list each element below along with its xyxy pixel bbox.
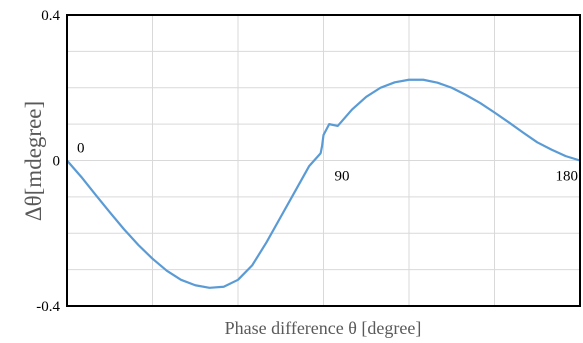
plot-frame xyxy=(66,14,581,307)
series-line xyxy=(66,78,581,289)
x-axis-title: Phase difference θ [degree] xyxy=(225,318,422,338)
x-tick-label: 0 xyxy=(77,141,85,157)
tick-labels: 0.4 0 -0.4 0 90 180 xyxy=(36,8,578,315)
y-tick-label: 0 xyxy=(53,154,61,170)
y-tick-label: 0.4 xyxy=(41,8,60,24)
x-tick-label: 180 xyxy=(556,169,579,185)
x-tick-label: 90 xyxy=(335,169,350,185)
y-tick-label: -0.4 xyxy=(36,299,60,315)
y-axis-title: Δθ[mdegree] xyxy=(21,101,46,221)
gridlines xyxy=(67,15,580,306)
